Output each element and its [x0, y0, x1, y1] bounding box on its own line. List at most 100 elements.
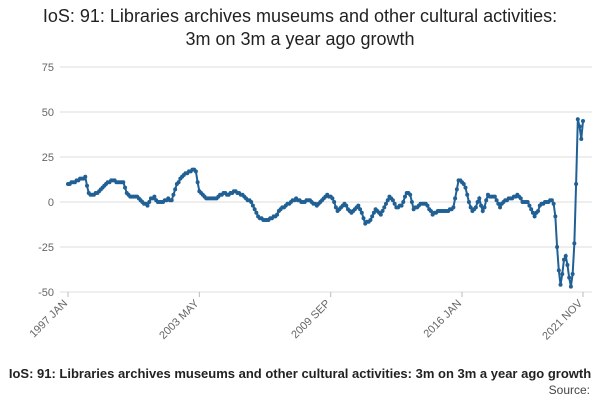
marker — [461, 182, 466, 186]
marker — [383, 201, 388, 206]
y-tick-label: 75 — [42, 62, 54, 74]
marker — [193, 169, 198, 174]
marker — [333, 205, 338, 210]
series — [66, 117, 585, 289]
marker — [390, 198, 395, 203]
y-tick-label: -50 — [38, 287, 54, 299]
marker — [563, 254, 568, 258]
marker — [123, 185, 128, 190]
marker — [468, 205, 473, 210]
marker — [147, 200, 152, 204]
marker — [568, 284, 573, 289]
marker — [579, 137, 584, 141]
marker — [361, 216, 366, 221]
marker — [392, 201, 397, 206]
marker — [480, 209, 485, 213]
marker — [171, 192, 176, 197]
marker — [453, 196, 458, 201]
marker — [525, 200, 530, 204]
marker — [344, 203, 349, 208]
marker — [577, 124, 582, 129]
marker — [275, 212, 280, 217]
marker — [249, 200, 254, 204]
marker — [378, 212, 383, 217]
marker — [556, 268, 561, 273]
marker — [518, 196, 523, 201]
marker — [549, 198, 554, 203]
marker — [380, 209, 385, 213]
chart-title: IoS: 91: Libraries archives museums and … — [42, 6, 558, 49]
marker — [574, 182, 579, 186]
marker — [570, 272, 575, 276]
x-tick-label: 2016 JAN — [422, 298, 465, 341]
marker — [479, 203, 484, 208]
marker — [482, 205, 487, 210]
footer-title: IoS: 91: Libraries archives museums and … — [8, 366, 592, 381]
marker — [145, 203, 150, 208]
marker — [402, 194, 407, 199]
marker — [561, 257, 566, 262]
source: Source: — [548, 383, 590, 397]
marker — [473, 205, 478, 210]
marker — [332, 200, 337, 204]
marker — [475, 200, 480, 204]
marker — [121, 180, 126, 185]
x-tick-label: 1997 JAN — [27, 298, 70, 341]
marker — [176, 180, 181, 185]
marker — [575, 117, 580, 122]
marker — [466, 200, 471, 204]
marker — [492, 194, 497, 199]
marker — [408, 192, 413, 197]
x-tick-label: 2021 NOV — [540, 297, 585, 342]
marker — [356, 203, 361, 208]
marker — [385, 198, 390, 203]
marker — [359, 210, 364, 215]
marker — [85, 183, 90, 188]
marker — [581, 119, 585, 123]
marker — [465, 192, 470, 197]
marker — [152, 194, 157, 199]
marker — [494, 198, 499, 203]
marker — [536, 209, 541, 213]
marker — [484, 198, 489, 203]
marker — [428, 209, 433, 213]
marker — [572, 241, 577, 246]
marker — [454, 187, 459, 192]
y-tick-label: 25 — [42, 152, 54, 164]
marker — [560, 272, 565, 276]
marker — [498, 205, 503, 210]
marker — [567, 275, 572, 280]
marker — [553, 214, 558, 219]
marker — [527, 203, 532, 208]
x-tick-label: 2003 MAY — [157, 297, 202, 342]
marker — [358, 207, 363, 212]
marker — [368, 218, 373, 222]
marker — [532, 214, 537, 219]
marker — [330, 196, 335, 201]
marker — [409, 200, 414, 204]
marker — [530, 210, 535, 215]
marker — [558, 282, 563, 287]
marker — [195, 180, 200, 185]
marker — [451, 205, 456, 210]
marker — [254, 210, 259, 215]
y-tick-label: 50 — [42, 107, 54, 119]
marker — [83, 174, 88, 179]
marker — [529, 207, 534, 212]
marker — [477, 196, 482, 201]
marker — [496, 201, 501, 206]
marker — [399, 203, 404, 208]
marker — [463, 185, 468, 190]
marker — [250, 203, 255, 208]
marker — [555, 245, 560, 249]
y-tick-label: -25 — [38, 242, 54, 254]
marker — [169, 198, 174, 203]
marker — [382, 205, 387, 210]
marker — [551, 201, 556, 206]
marker — [370, 214, 375, 219]
x-tick-label: 2009 SEP — [289, 298, 333, 342]
marker — [565, 263, 570, 267]
marker — [425, 203, 430, 208]
